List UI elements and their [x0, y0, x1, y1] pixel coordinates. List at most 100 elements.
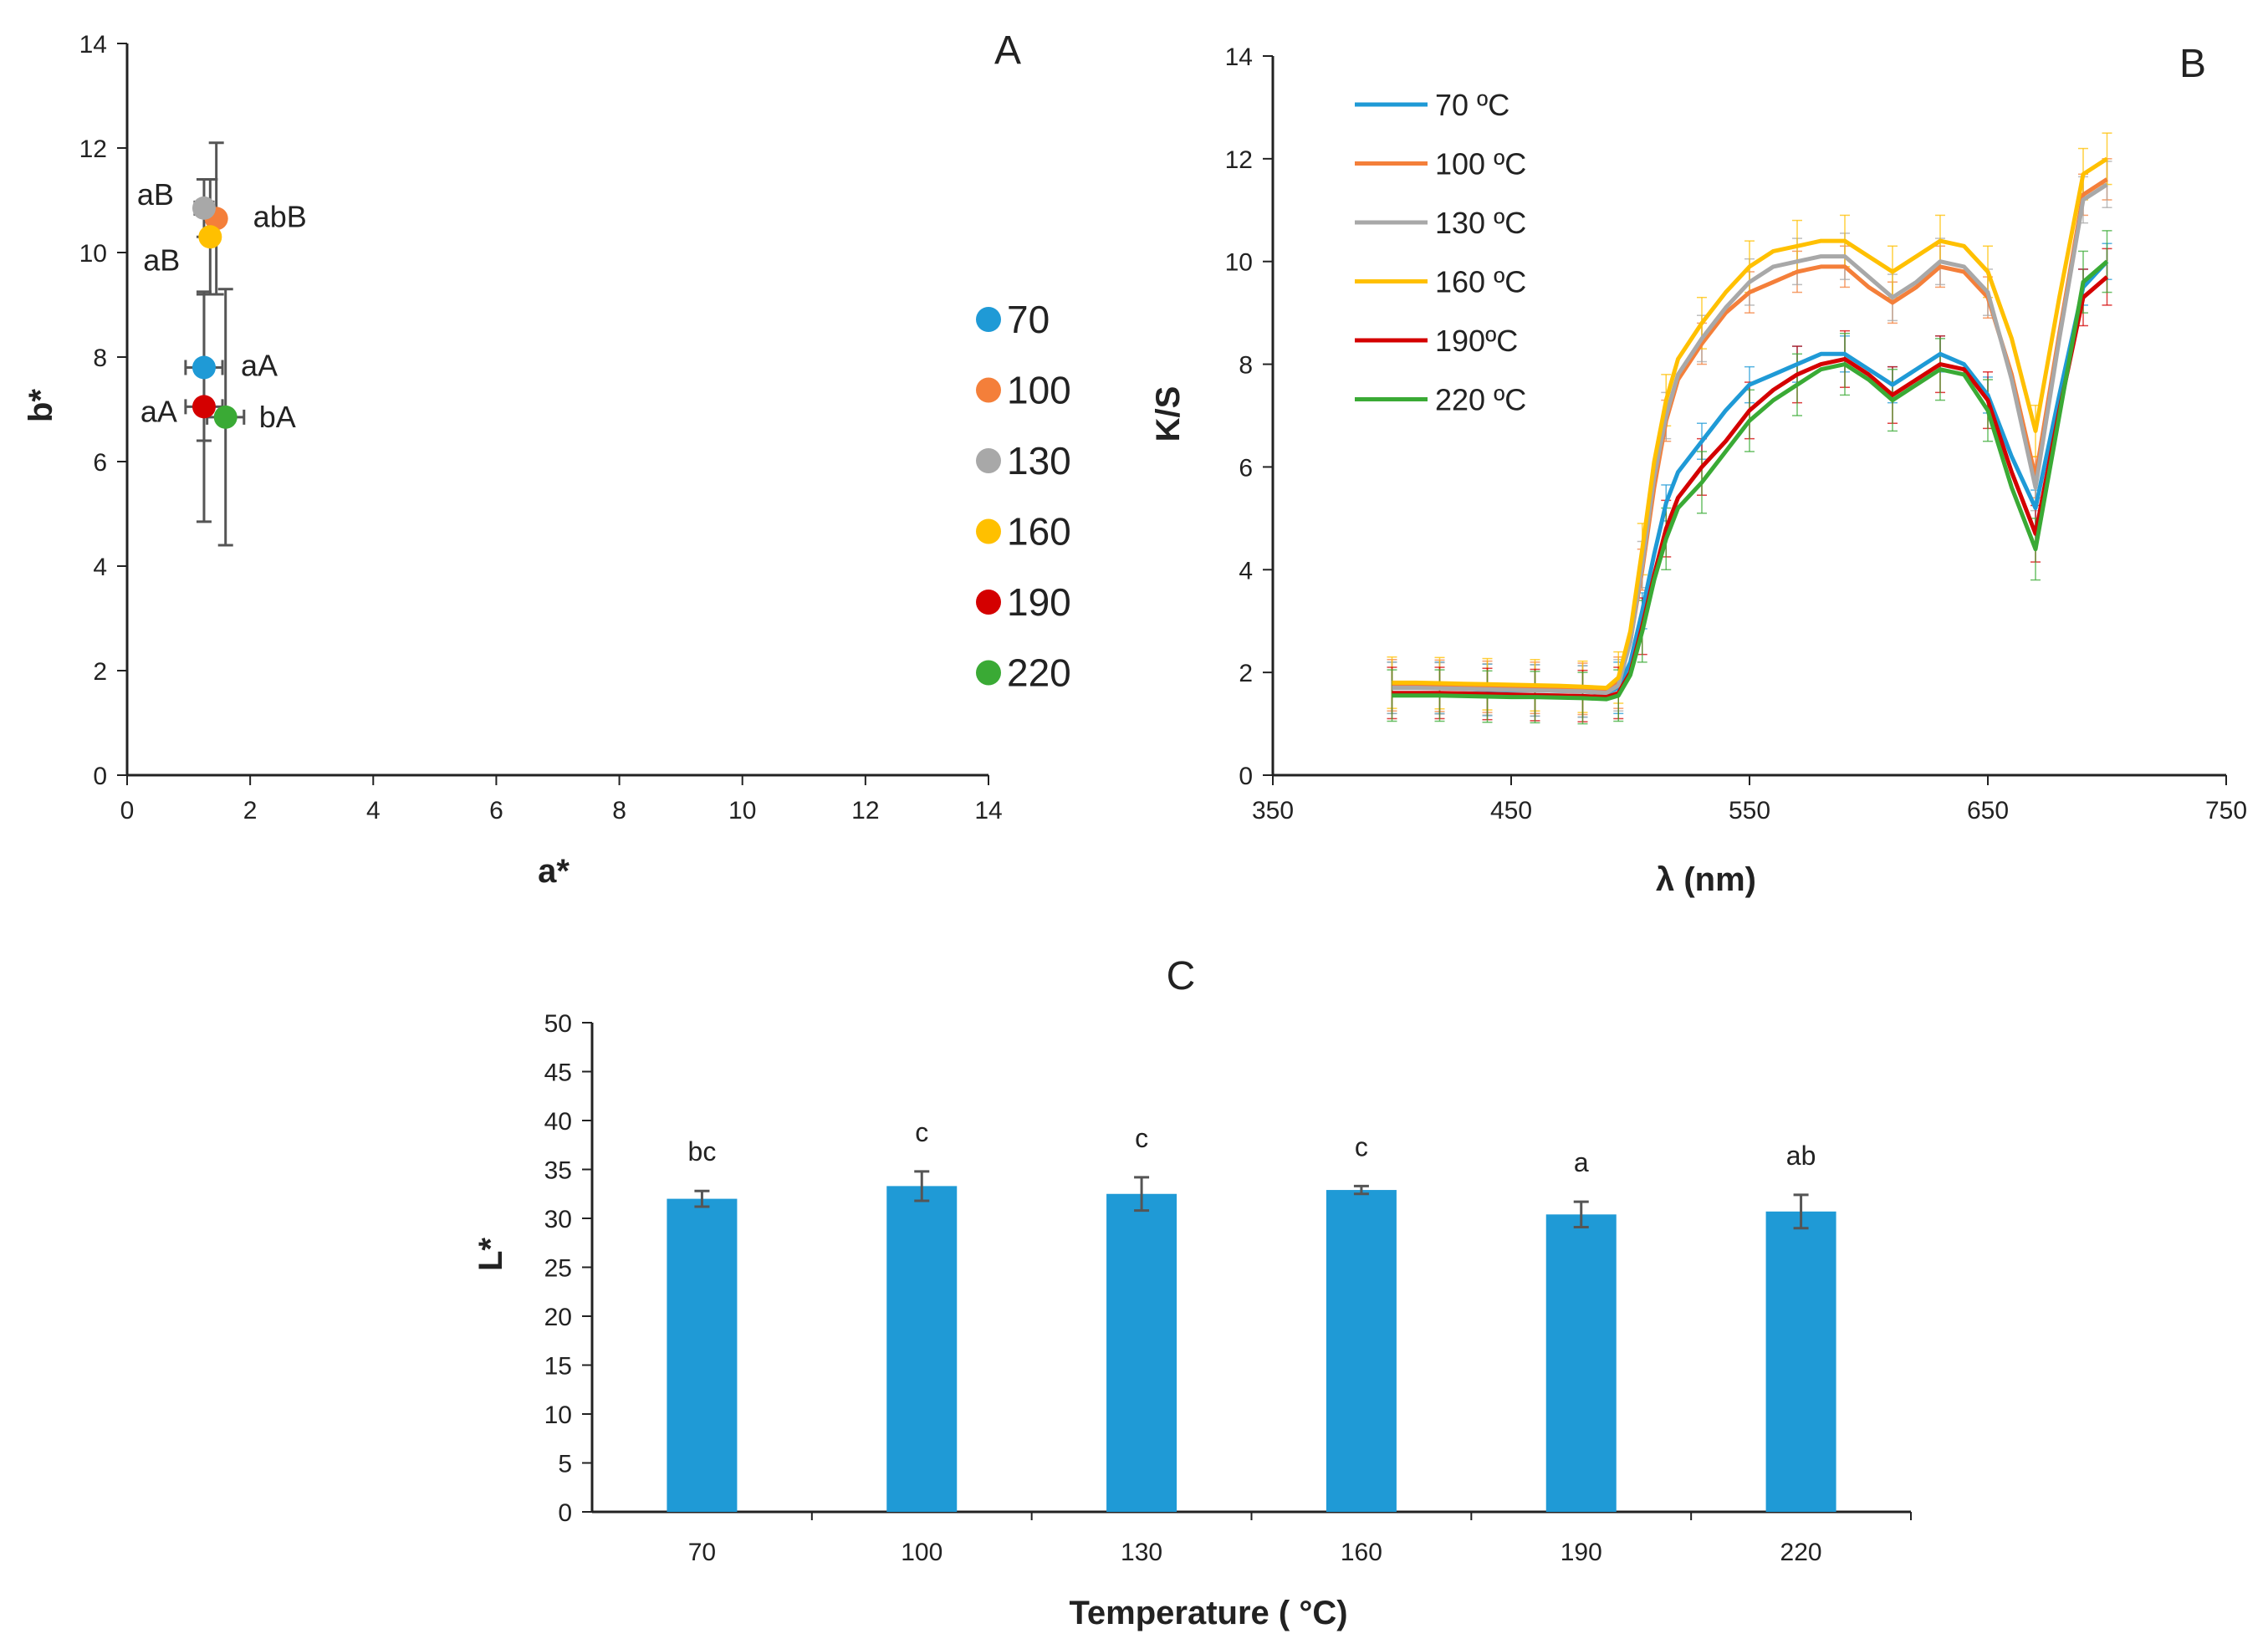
- panel-a-point-160: [198, 225, 222, 249]
- panel-c-x-axis-title: Temperature ( °C): [1069, 1595, 1347, 1631]
- panel-a-point-annotation: abB: [253, 199, 307, 233]
- panel-c-y-tick-label: 10: [544, 1401, 572, 1429]
- panel-b-legend-label: 220 ºC: [1435, 383, 1526, 417]
- panel-a-y-tick-label: 10: [79, 240, 107, 268]
- panel-a-point-annotation: aB: [137, 177, 174, 212]
- panel-a-legend-marker-220: [976, 660, 1001, 686]
- panel-b-x-tick-label: 450: [1490, 797, 1532, 824]
- panel-c-x-tick-label: 220: [1780, 1539, 1822, 1566]
- panel-a-y-tick-label: 4: [93, 554, 107, 581]
- panel-b-series-line-130 ºC: [1392, 182, 2108, 696]
- panel-c-y-tick-label: 35: [544, 1157, 572, 1185]
- panel-c-y-axis-title: L*: [472, 1238, 509, 1271]
- panel-a-point-190: [192, 395, 216, 419]
- panel-c-y-tick-label: 5: [558, 1451, 572, 1478]
- panel-b-x-tick-label: 550: [1729, 797, 1770, 824]
- panel-b-series-line-220 ºC: [1392, 259, 2109, 702]
- panel-a-y-tick-label: 2: [93, 658, 107, 686]
- panel-a-point-annotation: aB: [143, 242, 180, 277]
- panel-c-x-tick-label: 70: [688, 1539, 716, 1566]
- panel-a-x-tick-label: 2: [243, 797, 258, 824]
- panel-c-x-tick-label: 160: [1341, 1539, 1382, 1566]
- panel-a-point-130: [192, 196, 216, 220]
- panel-a-title: A: [994, 28, 1021, 73]
- panel-c-y-tick-label: 40: [544, 1108, 572, 1136]
- panel-a-legend-marker-70: [976, 307, 1001, 332]
- panel-c-x-tick-label: 130: [1121, 1539, 1162, 1566]
- panel-a-legend-label: 70: [1007, 298, 1050, 341]
- panel-a-point-annotation: aA: [140, 394, 177, 428]
- panel-b-series-line-160 ºC: [1392, 156, 2108, 691]
- panel-c-bar-significance-label: bc: [688, 1136, 717, 1167]
- panel-c-bar-70: [667, 1198, 738, 1512]
- panel-a-point-annotation: bA: [259, 400, 296, 434]
- panel-c-y-tick-label: 50: [544, 1010, 572, 1038]
- panel-c-bar-significance-label: c: [1355, 1131, 1368, 1161]
- panel-a-legend-label: 220: [1007, 651, 1071, 695]
- panel-b-legend-label: 100 ºC: [1435, 147, 1526, 181]
- panel-b-legend-label: 70 ºC: [1435, 88, 1509, 122]
- panel-a-x-tick-label: 4: [366, 797, 381, 824]
- panel-a-legend-label: 100: [1007, 369, 1071, 412]
- panel-c-title: C: [1167, 954, 1196, 998]
- panel-b-line-chart: B λ (nm) K/S 350 450 550 650 750 0 2 4 6 8 10 12 14 7…: [1150, 42, 2247, 898]
- panel-a-legend-marker-100: [976, 377, 1001, 403]
- panel-c-bar-significance-label: c: [1135, 1123, 1148, 1153]
- panel-b-y-tick-label: 0: [1239, 763, 1253, 790]
- panel-b-series-line-190ºC: [1392, 275, 2109, 700]
- panel-b-y-tick-label: 4: [1239, 557, 1253, 585]
- panel-a-legend-marker-160: [976, 518, 1001, 544]
- panel-c-bar-130: [1106, 1193, 1177, 1512]
- panel-a-y-axis-title: b*: [23, 389, 59, 422]
- panel-a-y-tick-label: 14: [79, 31, 107, 59]
- panel-c-bar-160: [1326, 1190, 1397, 1512]
- panel-a-x-tick-label: 14: [974, 797, 1002, 824]
- panel-a-x-tick-label: 10: [728, 797, 756, 824]
- panel-a-x-tick-label: 12: [851, 797, 879, 824]
- panel-a-y-tick-label: 12: [79, 135, 107, 163]
- panel-b-x-tick-label: 750: [2205, 797, 2247, 824]
- panel-c-bar-significance-label: c: [915, 1117, 928, 1147]
- panel-a-legend-marker-190: [976, 590, 1001, 615]
- panel-c-x-tick-label: 100: [901, 1539, 942, 1566]
- panel-b-x-axis-title: λ (nm): [1656, 861, 1756, 898]
- panel-a-point-70: [192, 355, 216, 380]
- panel-c-y-tick-label: 30: [544, 1206, 572, 1233]
- panel-b-series-line-100 ºC: [1392, 177, 2108, 693]
- panel-a-x-tick-label: 8: [612, 797, 626, 824]
- panel-b-y-tick-label: 14: [1225, 43, 1253, 71]
- panel-b-title: B: [2179, 42, 2206, 86]
- panel-b-legend-label: 130 ºC: [1435, 206, 1526, 240]
- panel-a-x-tick-label: 6: [489, 797, 503, 824]
- panel-b-y-tick-label: 12: [1225, 146, 1253, 174]
- panel-c-y-tick-label: 20: [544, 1304, 572, 1331]
- panel-b-x-tick-label: 350: [1252, 797, 1294, 824]
- panel-c-y-tick-label: 25: [544, 1255, 572, 1283]
- panel-a-y-tick-label: 8: [93, 345, 107, 372]
- panel-c-bar-220: [1765, 1211, 1836, 1512]
- panel-c-y-tick-label: 45: [544, 1059, 572, 1087]
- panel-b-y-tick-label: 10: [1225, 249, 1253, 277]
- panel-c-y-tick-label: 15: [544, 1353, 572, 1381]
- panel-b-legend-label: 160 ºC: [1435, 265, 1526, 299]
- panel-c-bar-190: [1545, 1214, 1617, 1512]
- panel-c-x-tick-label: 190: [1561, 1539, 1602, 1566]
- panel-a-legend-label: 190: [1007, 580, 1071, 624]
- panel-c-bar-100: [886, 1186, 958, 1512]
- panel-a-y-tick-label: 0: [93, 763, 107, 790]
- panel-b-y-tick-label: 6: [1239, 454, 1253, 482]
- panel-a-scatter-chart: A a* b* 0 2 4 6 8 10 12 14 0 2 4 6 8 10 12 14 aA abB aB aB a…: [23, 28, 1071, 890]
- panel-a-y-tick-label: 6: [93, 449, 107, 477]
- panel-a-legend-marker-130: [976, 448, 1001, 473]
- panel-a-legend-label: 160: [1007, 510, 1071, 554]
- panel-c-bar-chart: C Temperature ( °C) L* 0 5 10 15 20 25 30 35 40 4…: [472, 954, 1912, 1631]
- panel-a-x-axis-title: a*: [538, 853, 570, 890]
- panel-a-point-220: [213, 405, 238, 429]
- panel-b-y-axis-title: K/S: [1150, 386, 1187, 442]
- panel-c-y-tick-label: 0: [558, 1499, 572, 1527]
- panel-b-y-tick-label: 2: [1239, 660, 1253, 687]
- panel-b-legend-label: 190ºC: [1435, 324, 1518, 358]
- panel-c-bar-significance-label: ab: [1786, 1141, 1816, 1171]
- panel-a-point-annotation: aA: [241, 349, 278, 383]
